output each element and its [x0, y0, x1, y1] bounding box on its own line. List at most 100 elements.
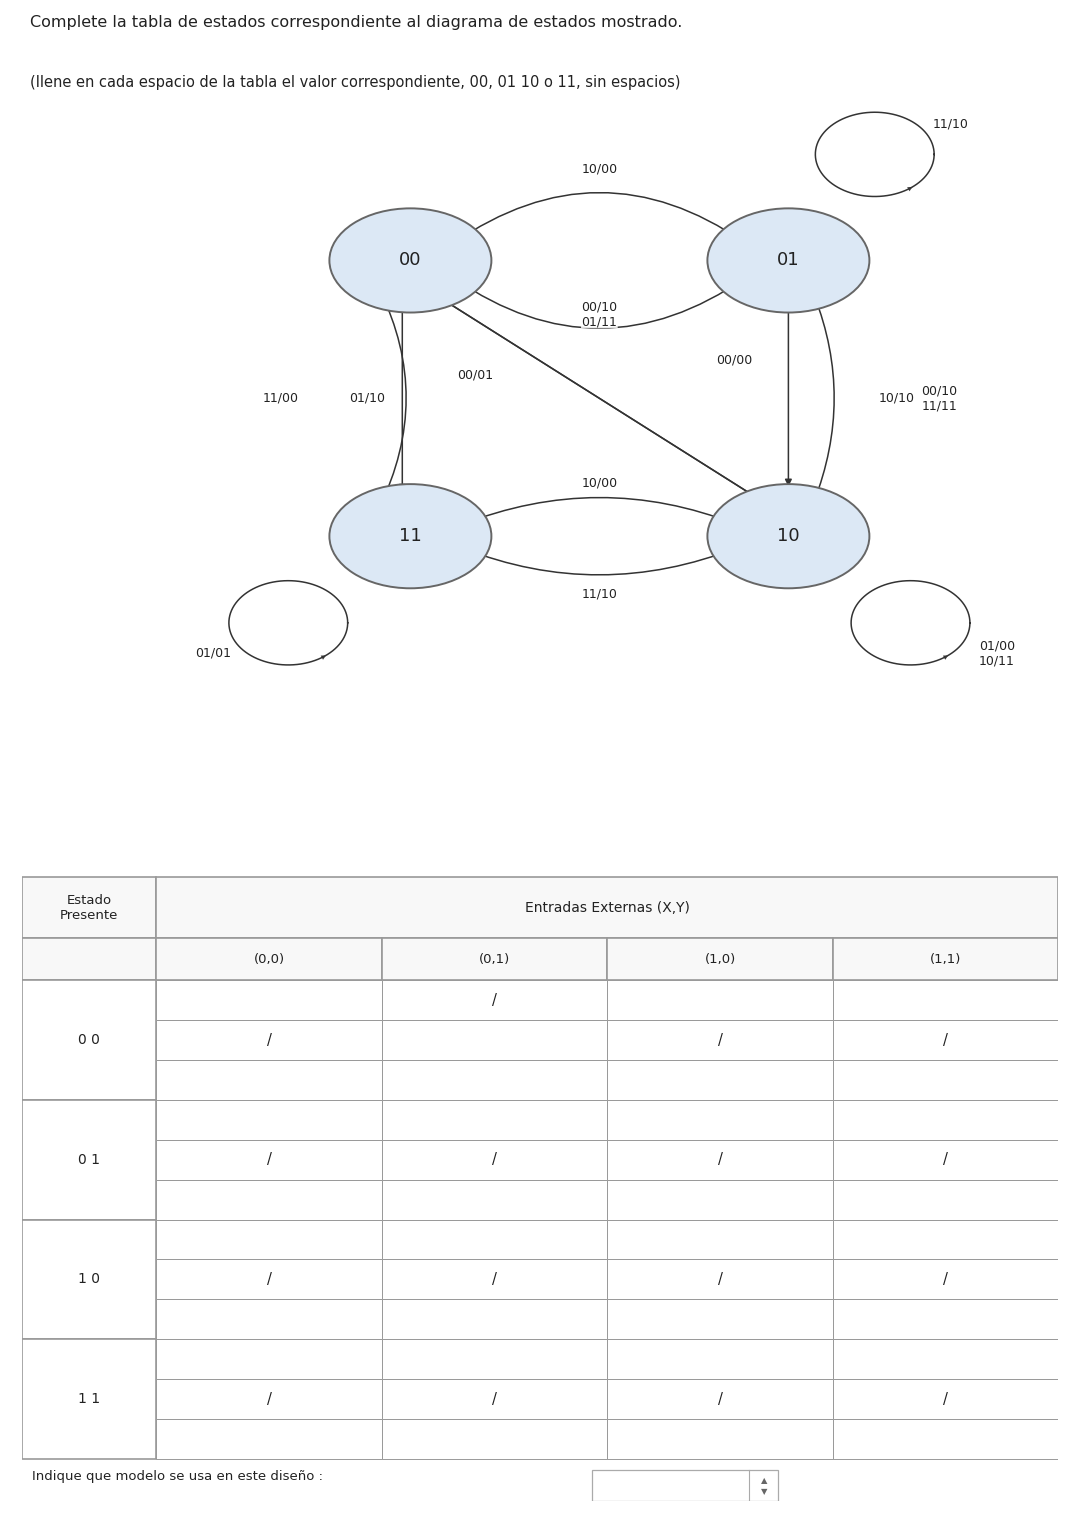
Bar [382, 938, 607, 980]
Bar [607, 1419, 833, 1458]
FancyArrowPatch shape [785, 309, 792, 484]
Bar [833, 1100, 1058, 1140]
Text: 00/10
01/11: 00/10 01/11 [581, 300, 618, 328]
Bar [382, 1140, 607, 1180]
Bar [382, 1419, 607, 1458]
Text: /: / [718, 1033, 723, 1048]
Text: Entradas Externas (X,Y): Entradas Externas (X,Y) [525, 901, 690, 915]
Bar [833, 1020, 1058, 1060]
Text: 01/01: 01/01 [194, 647, 231, 660]
FancyArrowPatch shape [461, 498, 735, 525]
Text: ▼: ▼ [760, 1486, 767, 1495]
Bar [382, 1180, 607, 1219]
Bar [607, 1020, 833, 1060]
Text: /: / [943, 1391, 948, 1406]
Bar [607, 1259, 833, 1299]
Bar [607, 980, 833, 1020]
Bar [157, 1180, 382, 1219]
Ellipse shape [707, 208, 869, 313]
Text: Indique que modelo se usa en este diseño :: Indique que modelo se usa en este diseño… [32, 1471, 323, 1483]
Bar [607, 938, 833, 980]
Text: /: / [267, 1391, 271, 1406]
Text: 1 0: 1 0 [78, 1273, 100, 1287]
Text: 10: 10 [778, 527, 799, 545]
Text: /: / [267, 1033, 271, 1048]
Text: 10/00: 10/00 [581, 162, 618, 175]
Bar [607, 1100, 833, 1140]
Text: 0 0: 0 0 [78, 1033, 100, 1046]
Bar [607, 1140, 833, 1180]
Bar [607, 1060, 833, 1100]
Text: /: / [492, 993, 497, 1008]
Text: /: / [943, 1033, 948, 1048]
Bar [22, 980, 157, 1100]
Ellipse shape [329, 484, 491, 588]
Bar [22, 938, 157, 980]
Text: 01: 01 [778, 251, 799, 270]
Bar [833, 1140, 1058, 1180]
Text: /: / [943, 1152, 948, 1167]
Bar [833, 1339, 1058, 1379]
Text: (0,1): (0,1) [480, 953, 510, 965]
Bar [157, 1140, 382, 1180]
Bar [157, 1100, 382, 1140]
Bar [833, 1419, 1058, 1458]
Text: /: / [267, 1152, 271, 1167]
FancyArrowPatch shape [400, 305, 405, 490]
Bar [157, 1379, 382, 1419]
Bar [382, 1219, 607, 1259]
Bar [382, 1020, 607, 1060]
Bar [157, 1259, 382, 1299]
Bar [382, 1259, 607, 1299]
Text: 00/10
11/11: 00/10 11/11 [921, 385, 958, 412]
Bar [607, 1219, 833, 1259]
Bar [157, 1060, 382, 1100]
Bar [382, 980, 607, 1020]
Text: 01/00
10/11: 01/00 10/11 [978, 639, 1015, 668]
Text: ▲: ▲ [760, 1477, 767, 1485]
Bar [833, 1060, 1058, 1100]
Bar [157, 1339, 382, 1379]
Bar [157, 980, 382, 1020]
Text: 00/00: 00/00 [716, 354, 753, 366]
Bar [607, 1379, 833, 1419]
Text: 0 1: 0 1 [78, 1152, 100, 1167]
Bar [22, 1339, 157, 1458]
Text: /: / [718, 1272, 723, 1287]
Bar [22, 1100, 157, 1219]
Text: 11/10: 11/10 [932, 118, 969, 130]
Text: /: / [718, 1391, 723, 1406]
FancyArrowPatch shape [454, 193, 744, 244]
Text: /: / [492, 1272, 497, 1287]
Text: /: / [492, 1152, 497, 1167]
Bar [382, 1100, 607, 1140]
Bar [833, 1379, 1058, 1419]
Text: (llene en cada espacio de la tabla el valor correspondiente, 00, 01 10 o 11, sin: (llene en cada espacio de la tabla el va… [30, 75, 680, 90]
FancyArrowPatch shape [455, 277, 745, 328]
Bar [833, 1180, 1058, 1219]
Text: /: / [492, 1391, 497, 1406]
Bar [157, 1419, 382, 1458]
Bar [607, 1299, 833, 1339]
Bar [157, 878, 1058, 938]
Bar [382, 1060, 607, 1100]
Text: (0,0): (0,0) [254, 953, 285, 965]
Bar [592, 1471, 779, 1501]
FancyArrowPatch shape [813, 296, 834, 502]
Text: Complete la tabla de estados correspondiente al diagrama de estados mostrado.: Complete la tabla de estados correspondi… [30, 15, 683, 31]
FancyArrowPatch shape [379, 291, 406, 507]
Text: 00: 00 [400, 251, 421, 270]
Bar [22, 878, 157, 938]
Ellipse shape [329, 208, 491, 313]
Text: /: / [267, 1272, 271, 1287]
Text: (1,1): (1,1) [930, 953, 961, 965]
Bar [22, 1219, 157, 1339]
Text: (1,0): (1,0) [704, 953, 735, 965]
Text: 1 1: 1 1 [78, 1393, 100, 1406]
Bar [833, 1299, 1058, 1339]
Bar [382, 1299, 607, 1339]
Bar [833, 1219, 1058, 1259]
Text: 00/01: 00/01 [457, 369, 494, 381]
Text: Estado
Presente: Estado Presente [59, 893, 118, 922]
Bar [382, 1379, 607, 1419]
